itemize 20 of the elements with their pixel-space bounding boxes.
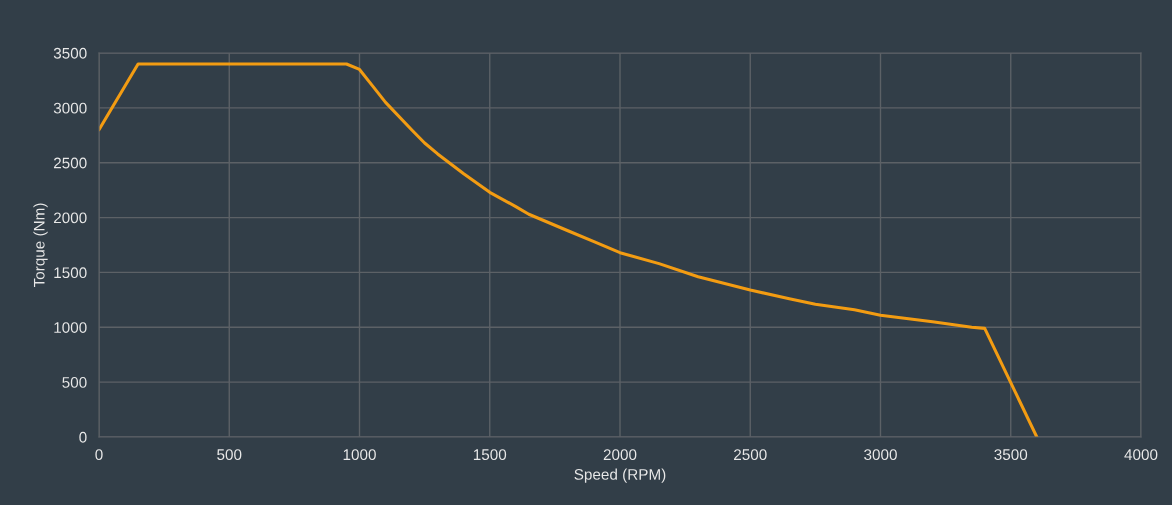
x-tick-label: 1500 [473, 449, 507, 461]
x-tick-label: 3000 [864, 449, 897, 461]
y-tick-label: 0 [79, 431, 87, 443]
y-tick-label: 1500 [54, 267, 87, 279]
x-tick-label: 2000 [603, 449, 637, 461]
y-tick-label: 3500 [53, 47, 87, 59]
y-tick-label: 1000 [54, 322, 87, 333]
x-axis-title: Speed (RPM) [574, 468, 666, 483]
line-series [99, 62, 1039, 437]
x-tick-label: 1000 [343, 449, 376, 461]
x-tick-label: 500 [217, 449, 242, 461]
x-tick-label: 2500 [734, 449, 767, 461]
y-tick-label: 500 [62, 377, 87, 388]
y-axis-title: Torque (Nm) [33, 203, 48, 288]
y-tick-label: 2000 [53, 212, 87, 224]
y-tick-label: 3000 [53, 102, 87, 114]
y-tick-label: 2500 [53, 157, 87, 169]
x-tick-label: 0 [95, 449, 103, 461]
x-tick-label: 3500 [994, 449, 1028, 461]
x-tick-label: 4000 [1124, 449, 1158, 461]
